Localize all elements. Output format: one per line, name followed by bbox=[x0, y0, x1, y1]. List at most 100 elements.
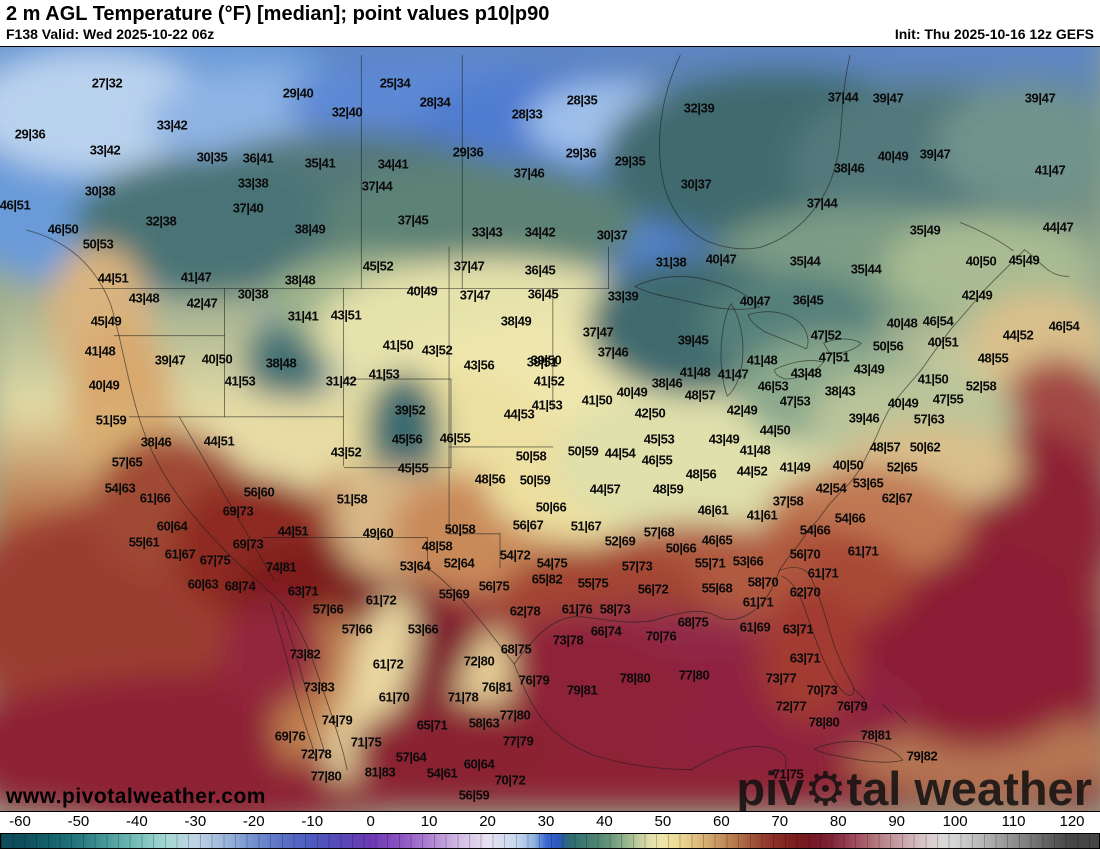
colorbar-tick: 110 bbox=[1001, 813, 1026, 830]
point-value: 50|62 bbox=[909, 439, 941, 455]
map-title: 2 m AGL Temperature (°F) [median]; point… bbox=[6, 3, 550, 25]
point-value: 43|49 bbox=[708, 431, 740, 447]
colorbar-tick: -20 bbox=[242, 813, 265, 830]
point-value: 45|53 bbox=[643, 431, 675, 447]
point-value: 32|38 bbox=[145, 213, 177, 229]
point-value: 61|69 bbox=[739, 619, 771, 635]
point-value: 71|78 bbox=[447, 689, 479, 705]
valid-time: F138 Valid: Wed 2025-10-22 06z bbox=[6, 26, 215, 42]
point-value: 37|46 bbox=[597, 344, 629, 360]
temperature-field bbox=[0, 47, 1100, 811]
point-value: 51|59 bbox=[95, 412, 127, 428]
point-value: 61|72 bbox=[372, 656, 404, 672]
point-value: 44|47 bbox=[1042, 219, 1074, 235]
point-value: 41|50 bbox=[382, 337, 414, 353]
colorbar: -60 -50 -40 -30 -20 -10 0 10 20 30 40 50 60 70 80 90 100… bbox=[0, 812, 1100, 850]
point-value: 42|54 bbox=[815, 480, 847, 496]
point-value: 53|66 bbox=[732, 553, 764, 569]
point-value: 62|70 bbox=[789, 584, 821, 600]
point-value: 48|57 bbox=[684, 387, 716, 403]
point-value: 49|60 bbox=[362, 525, 394, 541]
point-value: 61|71 bbox=[742, 594, 774, 610]
point-value: 37|44 bbox=[827, 89, 859, 105]
point-value: 31|38 bbox=[655, 254, 687, 270]
point-value: 45|49 bbox=[1008, 252, 1040, 268]
point-value: 57|68 bbox=[643, 524, 675, 540]
point-value: 47|52 bbox=[810, 327, 842, 343]
point-value: 50|66 bbox=[535, 499, 567, 515]
point-value: 28|34 bbox=[419, 94, 451, 110]
point-value: 37|58 bbox=[772, 493, 804, 509]
point-value: 63|71 bbox=[782, 621, 814, 637]
colorbar-tick: 10 bbox=[420, 813, 438, 830]
point-value: 40|49 bbox=[887, 395, 919, 411]
point-value: 38|48 bbox=[265, 355, 297, 371]
point-value: 53|65 bbox=[852, 475, 884, 491]
point-value: 39|46 bbox=[848, 410, 880, 426]
point-value: 48|55 bbox=[977, 350, 1009, 366]
point-value: 54|75 bbox=[536, 555, 568, 571]
point-value: 65|71 bbox=[416, 717, 448, 733]
geo-borders bbox=[26, 55, 1070, 771]
point-value: 54|66 bbox=[799, 522, 831, 538]
colorbar-ticks: -60 -50 -40 -30 -20 -10 0 10 20 30 40 50 60 70 80 90 100… bbox=[0, 813, 1100, 831]
point-value: 44|52 bbox=[736, 463, 768, 479]
point-value: 39|52 bbox=[394, 402, 426, 418]
point-value: 40|50 bbox=[832, 457, 864, 473]
colorbar-tick: -50 bbox=[67, 813, 90, 830]
point-value: 55|68 bbox=[701, 580, 733, 596]
point-value: 32|40 bbox=[331, 104, 363, 120]
point-value: 54|63 bbox=[104, 480, 136, 496]
point-value: 33|43 bbox=[471, 224, 503, 240]
point-value: 41|52 bbox=[533, 373, 565, 389]
point-value: 51|67 bbox=[570, 518, 602, 534]
gear-icon: ⚙ bbox=[804, 762, 847, 812]
map-area: 27|32 29|40 25|34 28|34 32|40 28|33 28|35 32|39… bbox=[0, 46, 1100, 812]
point-value: 74|81 bbox=[265, 559, 297, 575]
point-value: 31|41 bbox=[287, 308, 319, 324]
point-value: 53|64 bbox=[399, 558, 431, 574]
point-value: 29|36 bbox=[14, 126, 46, 142]
point-value: 35|41 bbox=[304, 155, 336, 171]
point-value: 38|46 bbox=[140, 434, 172, 450]
point-value: 65|82 bbox=[531, 571, 563, 587]
point-value: 45|52 bbox=[362, 258, 394, 274]
point-value: 48|59 bbox=[652, 481, 684, 497]
point-value: 36|45 bbox=[792, 292, 824, 308]
point-value: 38|46 bbox=[651, 375, 683, 391]
point-value: 44|52 bbox=[1002, 327, 1034, 343]
point-value: 25|34 bbox=[379, 75, 411, 91]
point-value: 44|51 bbox=[277, 523, 309, 539]
point-value: 43|52 bbox=[330, 444, 362, 460]
point-value: 55|69 bbox=[438, 586, 470, 602]
point-value: 41|53 bbox=[224, 373, 256, 389]
point-value: 73|77 bbox=[765, 670, 797, 686]
point-value: 58|63 bbox=[468, 715, 500, 731]
point-value: 76|79 bbox=[836, 698, 868, 714]
point-value: 40|47 bbox=[739, 293, 771, 309]
point-value: 42|47 bbox=[186, 295, 218, 311]
point-value: 57|63 bbox=[913, 411, 945, 427]
point-value: 41|48 bbox=[84, 343, 116, 359]
point-value: 44|54 bbox=[604, 445, 636, 461]
point-value: 43|56 bbox=[463, 357, 495, 373]
point-value: 72|78 bbox=[300, 746, 332, 762]
point-value: 34|41 bbox=[377, 156, 409, 172]
point-value: 77|80 bbox=[678, 667, 710, 683]
point-value: 35|44 bbox=[789, 253, 821, 269]
point-value: 37|47 bbox=[453, 258, 485, 274]
point-value: 43|48 bbox=[128, 290, 160, 306]
point-value: 40|51 bbox=[927, 334, 959, 350]
point-value: 77|80 bbox=[310, 768, 342, 784]
point-value: 44|57 bbox=[589, 481, 621, 497]
point-value: 43|51 bbox=[330, 307, 362, 323]
point-value: 54|72 bbox=[499, 547, 531, 563]
point-value: 37|45 bbox=[397, 212, 429, 228]
point-value: 50|59 bbox=[519, 472, 551, 488]
point-value: 54|66 bbox=[834, 510, 866, 526]
point-value: 42|50 bbox=[634, 405, 666, 421]
point-value: 38|49 bbox=[500, 313, 532, 329]
point-value: 44|50 bbox=[759, 422, 791, 438]
init-time: Init: Thu 2025-10-16 12z GEFS bbox=[894, 26, 1094, 42]
point-value: 48|56 bbox=[685, 466, 717, 482]
